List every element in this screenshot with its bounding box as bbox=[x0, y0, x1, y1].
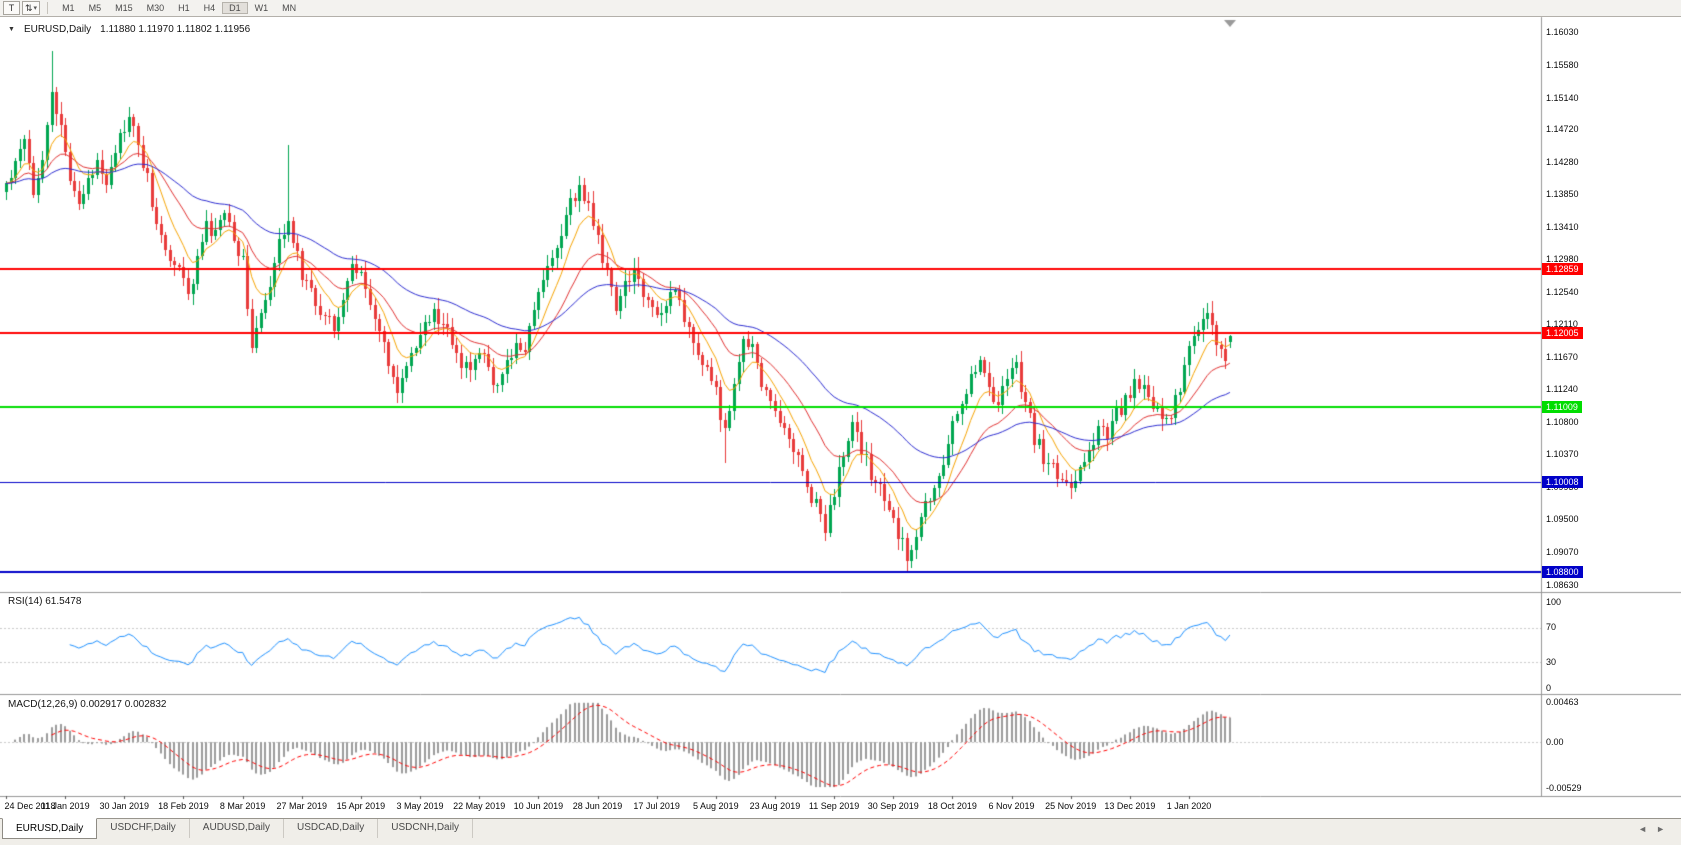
chart-tabs: EURUSD,Daily USDCHF,Daily AUDUSD,Daily USDC… bbox=[2, 818, 474, 839]
price-tick-label: 1.15580 bbox=[1546, 60, 1579, 70]
time-axis-label: 24 Dec 2018 bbox=[4, 801, 56, 811]
timeframe-button-m5[interactable]: M5 bbox=[88, 3, 102, 13]
tab-audusd-daily[interactable]: AUDUSD,Daily bbox=[190, 819, 285, 838]
time-axis-label: 13 Dec 2019 bbox=[1104, 801, 1156, 811]
time-axis-label: 11 Jan 2019 bbox=[40, 801, 90, 811]
tab-scroll-right-icon[interactable]: ► bbox=[1656, 824, 1665, 834]
time-axis-label: 10 Jun 2019 bbox=[513, 801, 564, 811]
price-tick-label: 1.14720 bbox=[1546, 124, 1579, 134]
rsi-tick-label: 100 bbox=[1546, 597, 1562, 607]
macd-tick-label: -0.00529 bbox=[1546, 783, 1582, 793]
time-axis-label: 22 May 2019 bbox=[453, 801, 506, 811]
timeframe-button-m15[interactable]: M15 bbox=[115, 3, 133, 13]
time-axis-label: 17 Jul 2019 bbox=[633, 801, 680, 811]
price-line-flag: 1.11009 bbox=[1542, 401, 1582, 413]
price-tick-label: 1.13850 bbox=[1546, 189, 1579, 199]
price-tick-label: 1.11240 bbox=[1546, 384, 1578, 394]
rsi-tick-label: 70 bbox=[1546, 622, 1557, 632]
time-axis-label: 30 Jan 2019 bbox=[99, 801, 150, 811]
tab-usdcad-daily[interactable]: USDCAD,Daily bbox=[284, 819, 379, 838]
time-axis-label: 25 Nov 2019 bbox=[1045, 801, 1097, 811]
price-tick-label: 1.12110 bbox=[1546, 319, 1578, 329]
text-tool-button[interactable]: T bbox=[3, 1, 20, 15]
time-axis-label: 23 Aug 2019 bbox=[749, 801, 801, 811]
price-tick-label: 1.14280 bbox=[1546, 157, 1579, 167]
time-axis-label: 8 Mar 2019 bbox=[219, 801, 266, 811]
price-tick-label: 1.12980 bbox=[1546, 254, 1579, 264]
price-line-flag: 1.10008 bbox=[1542, 476, 1583, 488]
price-tick-label: 1.09070 bbox=[1546, 547, 1579, 557]
time-axis-label: 5 Aug 2019 bbox=[693, 801, 739, 811]
price-tick-label: 1.08630 bbox=[1546, 580, 1579, 590]
toolbar-separator bbox=[47, 2, 49, 14]
price-tick-label: 1.13410 bbox=[1546, 222, 1579, 232]
price-tick-label: 1.10370 bbox=[1546, 449, 1579, 459]
chart-ohlc-values: 1.11880 1.11970 1.11802 1.11956 bbox=[100, 24, 251, 35]
timeframe-button-h1[interactable]: H1 bbox=[178, 3, 190, 13]
macd-tick-label: 0.00463 bbox=[1546, 697, 1579, 707]
cursor-tool-dropdown[interactable]: ⇅ ▾ bbox=[22, 1, 41, 15]
time-axis-label: 11 Sep 2019 bbox=[808, 801, 860, 811]
time-axis-label: 15 Apr 2019 bbox=[336, 801, 386, 811]
updown-arrows-icon: ⇅ bbox=[25, 2, 33, 13]
price-line-flag: 1.12859 bbox=[1542, 263, 1583, 275]
chart-title: ▼ EURUSD,Daily 1.11880 1.11970 1.11802 1… bbox=[8, 24, 250, 35]
tab-eurusd-daily[interactable]: EURUSD,Daily bbox=[2, 818, 98, 839]
time-axis-label: 30 Sep 2019 bbox=[867, 801, 919, 811]
timeframe-buttons: M1 M5 M15 M30 H1 H4 D1 W1 MN bbox=[55, 2, 303, 14]
chart-symbol-period: EURUSD,Daily bbox=[23, 24, 92, 35]
price-tick-label: 1.15140 bbox=[1546, 93, 1579, 103]
price-tick-label: 1.11670 bbox=[1546, 352, 1578, 362]
time-axis-label: 1 Jan 2020 bbox=[1166, 801, 1212, 811]
timeframe-button-mn[interactable]: MN bbox=[282, 3, 297, 13]
toolbar: T ⇅ ▾ M1 M5 M15 M30 H1 H4 D1 W1 MN bbox=[0, 0, 1681, 17]
price-tick-label: 1.09500 bbox=[1546, 514, 1579, 524]
tab-usdcnh-daily[interactable]: USDCNH,Daily bbox=[378, 819, 474, 838]
rsi-indicator-label: RSI(14) 61.5478 bbox=[8, 596, 82, 607]
tab-usdchf-daily[interactable]: USDCHF,Daily bbox=[97, 819, 190, 838]
rsi-tick-label: 0 bbox=[1546, 683, 1552, 693]
bottom-tab-bar: EURUSD,Daily USDCHF,Daily AUDUSD,Daily USDC… bbox=[0, 818, 1681, 845]
tab-scroll-left-icon[interactable]: ◄ bbox=[1638, 824, 1648, 834]
timeframe-button-h4[interactable]: H4 bbox=[203, 3, 216, 13]
time-axis-label: 18 Oct 2019 bbox=[927, 801, 977, 811]
chevron-down-icon: ▾ bbox=[33, 5, 38, 12]
price-tick-label: 1.10800 bbox=[1546, 417, 1579, 427]
time-axis-label: 28 Jun 2019 bbox=[572, 801, 623, 811]
collapse-triangle-icon[interactable]: ▼ bbox=[8, 26, 15, 33]
time-axis-label: 6 Nov 2019 bbox=[988, 801, 1035, 811]
time-axis-label: 3 May 2019 bbox=[396, 801, 444, 811]
timeframe-button-d1[interactable]: D1 bbox=[222, 2, 248, 14]
price-tick-label: 1.16030 bbox=[1546, 27, 1579, 37]
price-tick-label: 1.12540 bbox=[1546, 287, 1579, 297]
macd-indicator-label: MACD(12,26,9) 0.002917 0.002832 bbox=[8, 699, 167, 710]
rsi-tick-label: 30 bbox=[1546, 657, 1557, 667]
tab-scroll-buttons: ◄ ► bbox=[1638, 819, 1681, 834]
time-axis-label: 18 Feb 2019 bbox=[158, 801, 209, 811]
price-line-flag: 1.12005 bbox=[1542, 327, 1583, 339]
time-axis-label: 27 Mar 2019 bbox=[276, 801, 328, 811]
macd-tick-label: 0.00 bbox=[1546, 737, 1564, 747]
timeframe-button-m1[interactable]: M1 bbox=[62, 3, 75, 13]
price-line-flag: 1.08800 bbox=[1542, 566, 1583, 578]
timeframe-button-m30[interactable]: M30 bbox=[146, 3, 165, 13]
timeframe-button-w1[interactable]: W1 bbox=[254, 3, 269, 13]
